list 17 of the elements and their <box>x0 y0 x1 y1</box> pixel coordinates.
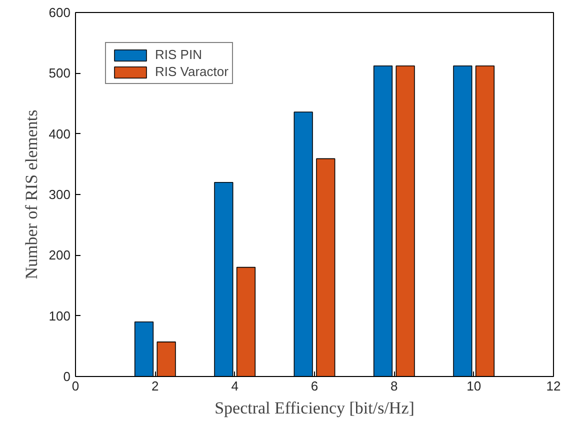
legend-label: RIS PIN <box>155 47 202 62</box>
x-tick-label: 6 <box>310 378 318 394</box>
y-axis-title: Number of RIS elements <box>22 110 41 280</box>
x-tick-label: 10 <box>466 378 482 394</box>
x-axis-title: Spectral Efficiency [bit/s/Hz] <box>214 398 414 418</box>
legend-label: RIS Varactor <box>155 64 228 79</box>
y-tick-label: 200 <box>48 248 71 263</box>
x-tick-label: 2 <box>152 378 159 394</box>
x-tick-label: 8 <box>390 378 398 394</box>
x-tick-label: 12 <box>546 378 561 394</box>
y-tick-label: 600 <box>48 5 71 20</box>
y-tick-label: 100 <box>48 308 71 324</box>
y-tick-label: 500 <box>48 66 71 81</box>
x-tick-label: 4 <box>231 378 238 394</box>
y-tick-label: 300 <box>48 187 71 202</box>
y-tick-label: 400 <box>48 126 71 142</box>
y-tick-label: 0 <box>63 369 71 384</box>
